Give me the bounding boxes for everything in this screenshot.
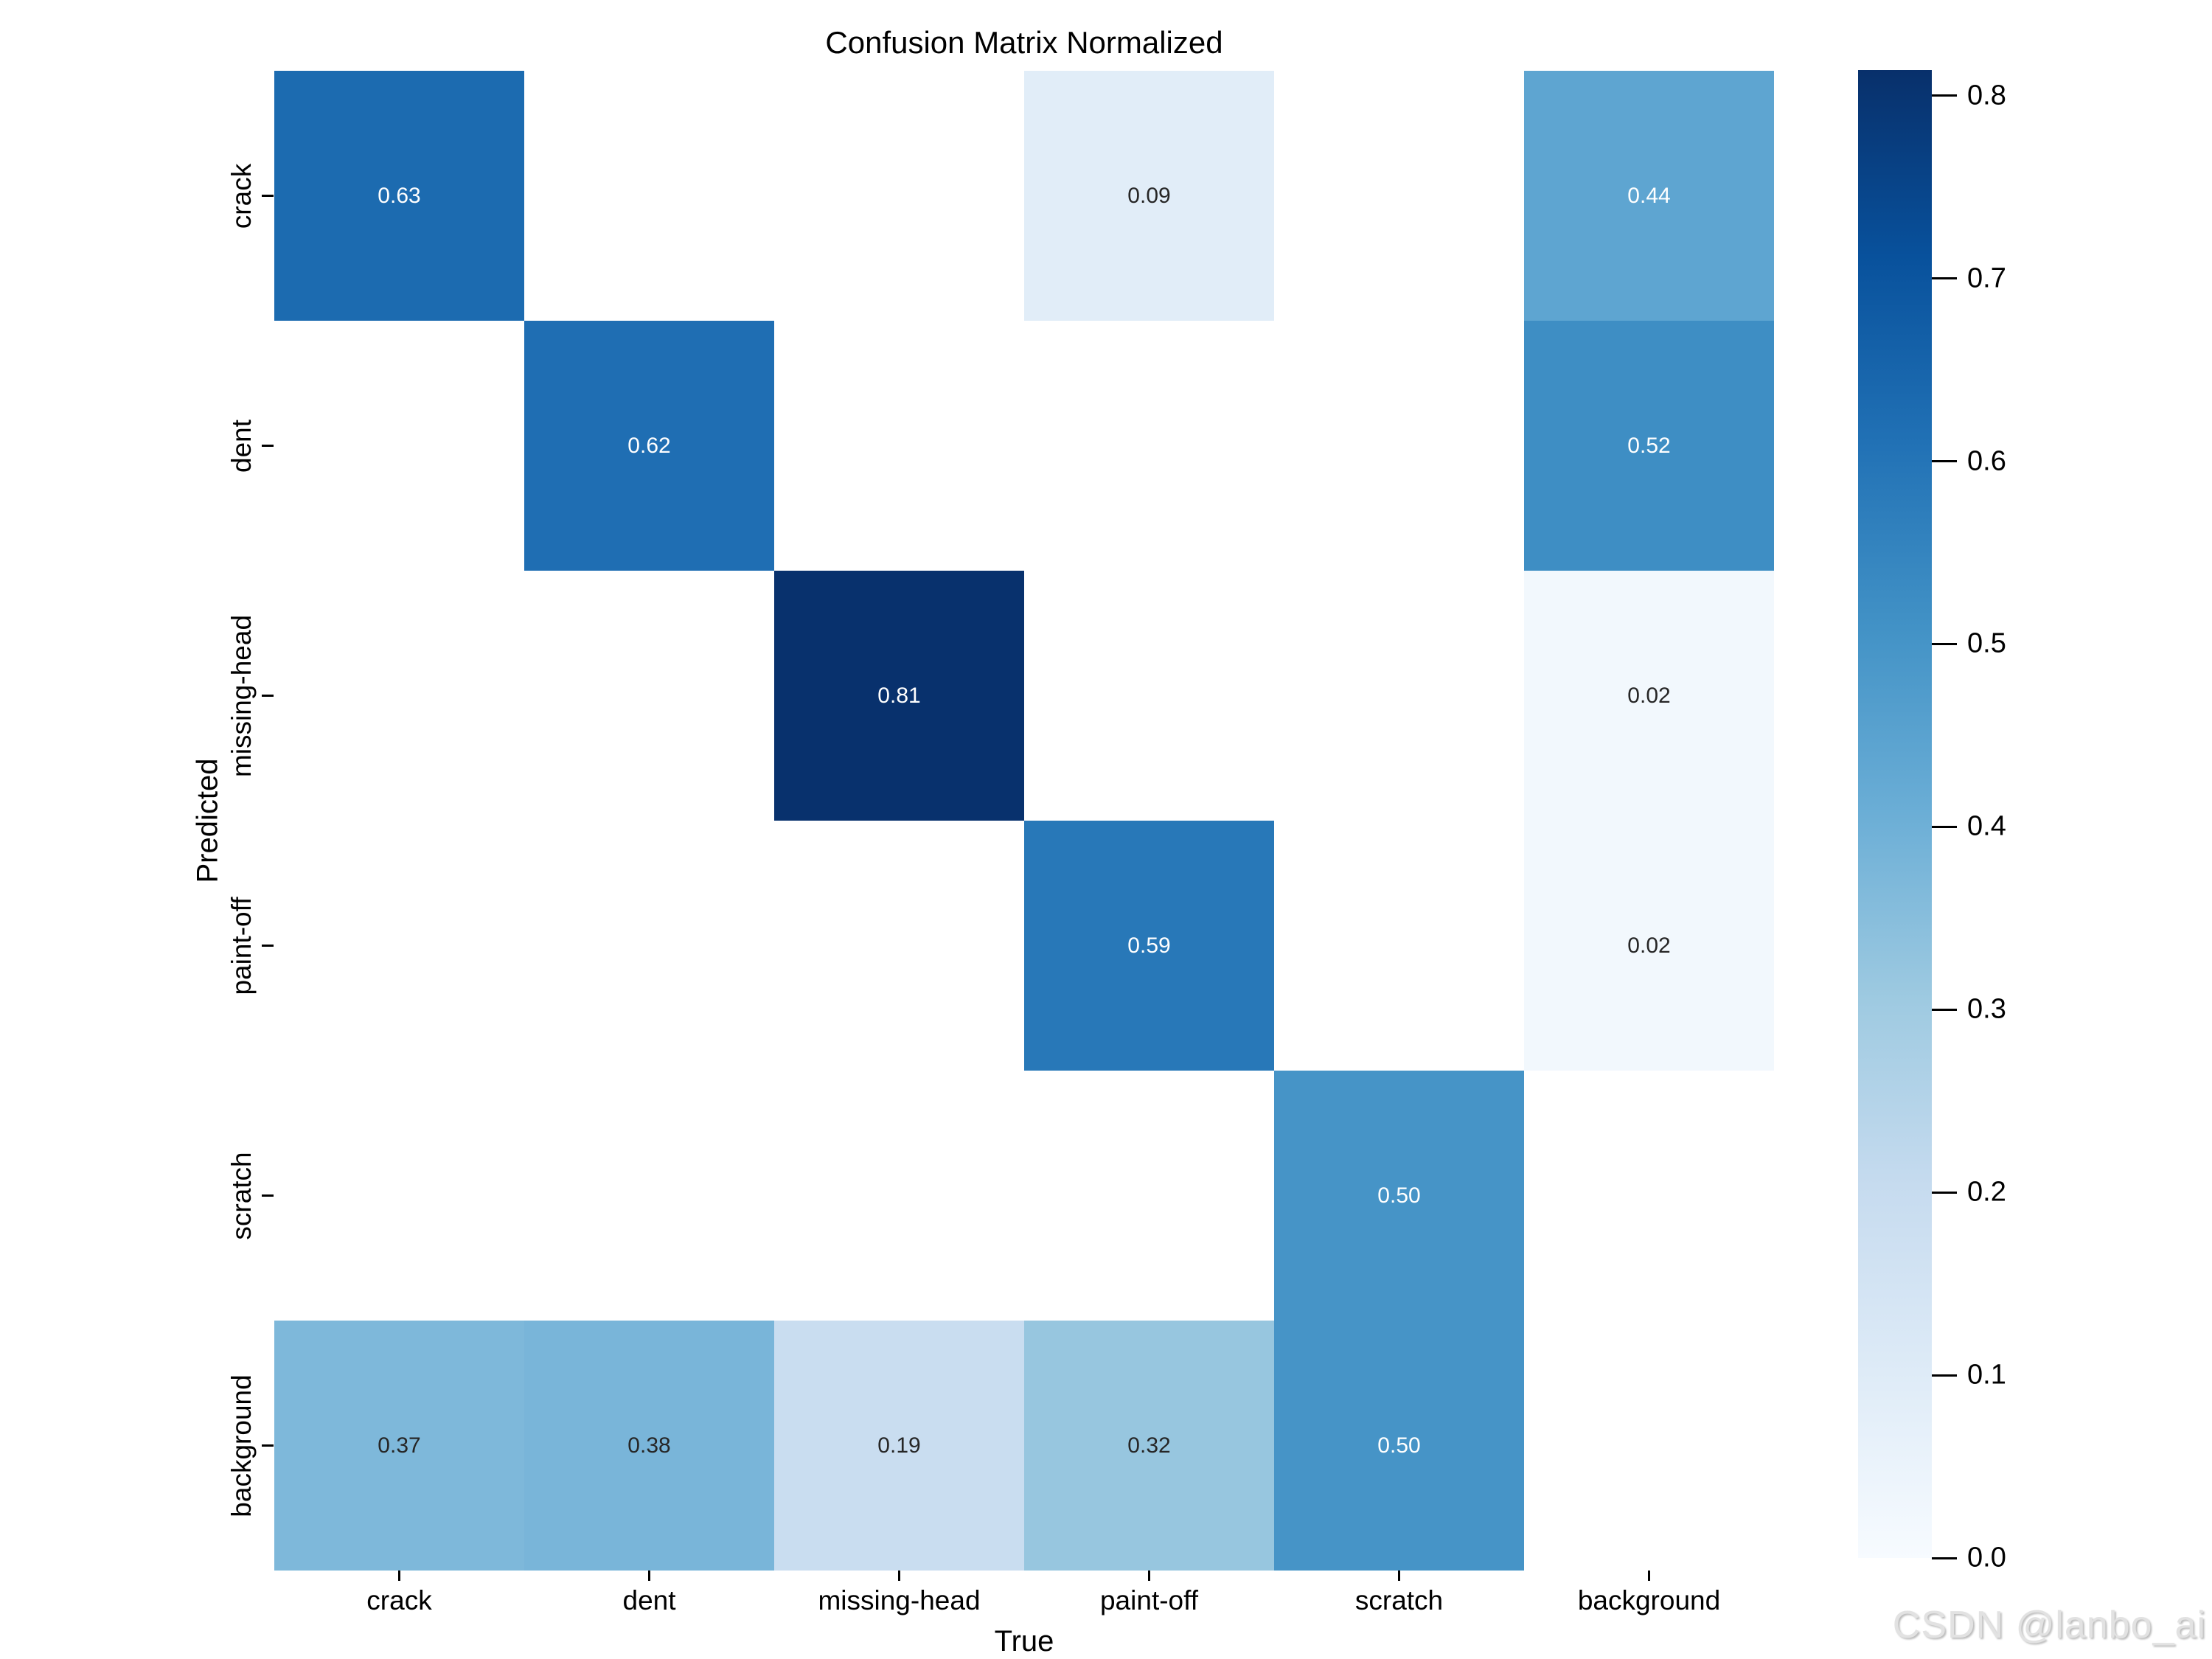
heatmap-cell-r2-c5: 0.02 <box>1524 571 1774 821</box>
cell-value: 0.09 <box>1127 183 1171 208</box>
heatmap-cell-r1-c5: 0.52 <box>1524 321 1774 571</box>
heatmap-cell-r5-c4: 0.50 <box>1274 1321 1524 1571</box>
heatmap-cell-r5-c3: 0.32 <box>1024 1321 1274 1571</box>
colorbar-tick-mark <box>1932 1191 1957 1194</box>
colorbar-tick-label-0.1: 0.1 <box>1967 1359 2006 1391</box>
heatmap-cell-r5-c0: 0.37 <box>274 1321 524 1571</box>
heatmap-cell-r3-c3: 0.59 <box>1024 821 1274 1071</box>
x-tick-label-background: background <box>1577 1585 1721 1615</box>
cell-value: 0.59 <box>1127 933 1171 958</box>
heatmap-cell-r5-c2: 0.19 <box>774 1321 1024 1571</box>
y-tick-mark <box>262 1194 274 1197</box>
colorbar-tick-mark <box>1932 825 1957 828</box>
x-tick-label-crack: crack <box>366 1585 432 1615</box>
heatmap-cell-r3-c5: 0.02 <box>1524 821 1774 1071</box>
colorbar-tick-label-0.5: 0.5 <box>1967 627 2006 659</box>
colorbar-tick-mark <box>1932 94 1957 97</box>
heatmap-cell-r5-c1: 0.38 <box>524 1321 774 1571</box>
chart-title: Confusion Matrix Normalized <box>825 25 1223 60</box>
cell-value: 0.81 <box>877 683 921 708</box>
x-tick-mark <box>398 1571 400 1581</box>
heatmap-cell-r0-c3: 0.09 <box>1024 71 1274 321</box>
cell-value: 0.02 <box>1627 683 1671 708</box>
cell-value: 0.37 <box>378 1433 421 1458</box>
y-tick-label-crack: crack <box>226 163 257 229</box>
x-tick-label-paint-off: paint-off <box>1099 1585 1199 1615</box>
heatmap-grid: 0.63 0.09 0.44 0.62 0.52 0.81 0.02 0.59 0.02 0.50… <box>274 71 1774 1571</box>
cell-value: 0.63 <box>378 183 421 208</box>
y-tick-mark <box>262 1444 274 1447</box>
x-tick-mark <box>898 1571 900 1581</box>
cell-value: 0.52 <box>1627 433 1671 458</box>
cell-value: 0.32 <box>1127 1433 1171 1458</box>
y-tick-mark <box>262 945 274 947</box>
x-tick-mark <box>1148 1571 1150 1581</box>
colorbar-tick-mark <box>1932 460 1957 463</box>
heatmap-cell-r4-c4: 0.50 <box>1274 1071 1524 1321</box>
y-tick-label-background: background <box>226 1374 257 1517</box>
y-tick-label-missing-head: missing-head <box>226 614 257 777</box>
cell-value: 0.19 <box>877 1433 921 1458</box>
y-tick-mark <box>262 695 274 697</box>
colorbar-tick-label-0.3: 0.3 <box>1967 993 2006 1025</box>
cell-value: 0.44 <box>1627 183 1671 208</box>
colorbar-tick-label-0.6: 0.6 <box>1967 445 2006 477</box>
y-tick-label-dent: dent <box>226 419 257 473</box>
x-tick-label-scratch: scratch <box>1354 1585 1444 1615</box>
colorbar-tick-label-0.0: 0.0 <box>1967 1542 2006 1573</box>
colorbar-tick-mark <box>1932 1557 1957 1559</box>
heatmap-cell-r0-c0: 0.63 <box>274 71 524 321</box>
colorbar-tick-mark <box>1932 1374 1957 1377</box>
cell-value: 0.50 <box>1377 1183 1421 1208</box>
cell-value: 0.50 <box>1377 1433 1421 1458</box>
colorbar-tick-mark <box>1932 277 1957 280</box>
colorbar-tick-mark <box>1932 642 1957 645</box>
colorbar-tick-label-0.4: 0.4 <box>1967 810 2006 842</box>
y-tick-label-scratch: scratch <box>226 1151 257 1240</box>
cell-value: 0.02 <box>1627 933 1671 958</box>
x-tick-label-dent: dent <box>622 1585 676 1615</box>
y-tick-mark <box>262 195 274 197</box>
watermark-csdn: CSDN @lanbo_ai <box>1892 1604 2206 1646</box>
y-tick-mark <box>262 445 274 447</box>
x-tick-mark <box>648 1571 650 1581</box>
heatmap-cell-r1-c1: 0.62 <box>524 321 774 571</box>
cell-value: 0.38 <box>627 1433 671 1458</box>
x-tick-mark <box>1648 1571 1650 1581</box>
x-tick-label-missing-head: missing-head <box>818 1585 981 1615</box>
heatmap-cell-r0-c5: 0.44 <box>1524 71 1774 321</box>
colorbar-tick-label-0.8: 0.8 <box>1967 80 2006 111</box>
x-tick-mark <box>1398 1571 1400 1581</box>
y-axis-label: Predicted <box>191 758 224 883</box>
colorbar-tick-label-0.2: 0.2 <box>1967 1176 2006 1208</box>
y-tick-label-paint-off: paint-off <box>226 896 257 995</box>
colorbar-tick-label-0.7: 0.7 <box>1967 262 2006 294</box>
colorbar <box>1858 70 1932 1558</box>
heatmap-cell-r2-c2: 0.81 <box>774 571 1024 821</box>
colorbar-tick-mark <box>1932 1008 1957 1011</box>
cell-value: 0.62 <box>627 433 671 458</box>
x-axis-label: True <box>994 1625 1054 1658</box>
